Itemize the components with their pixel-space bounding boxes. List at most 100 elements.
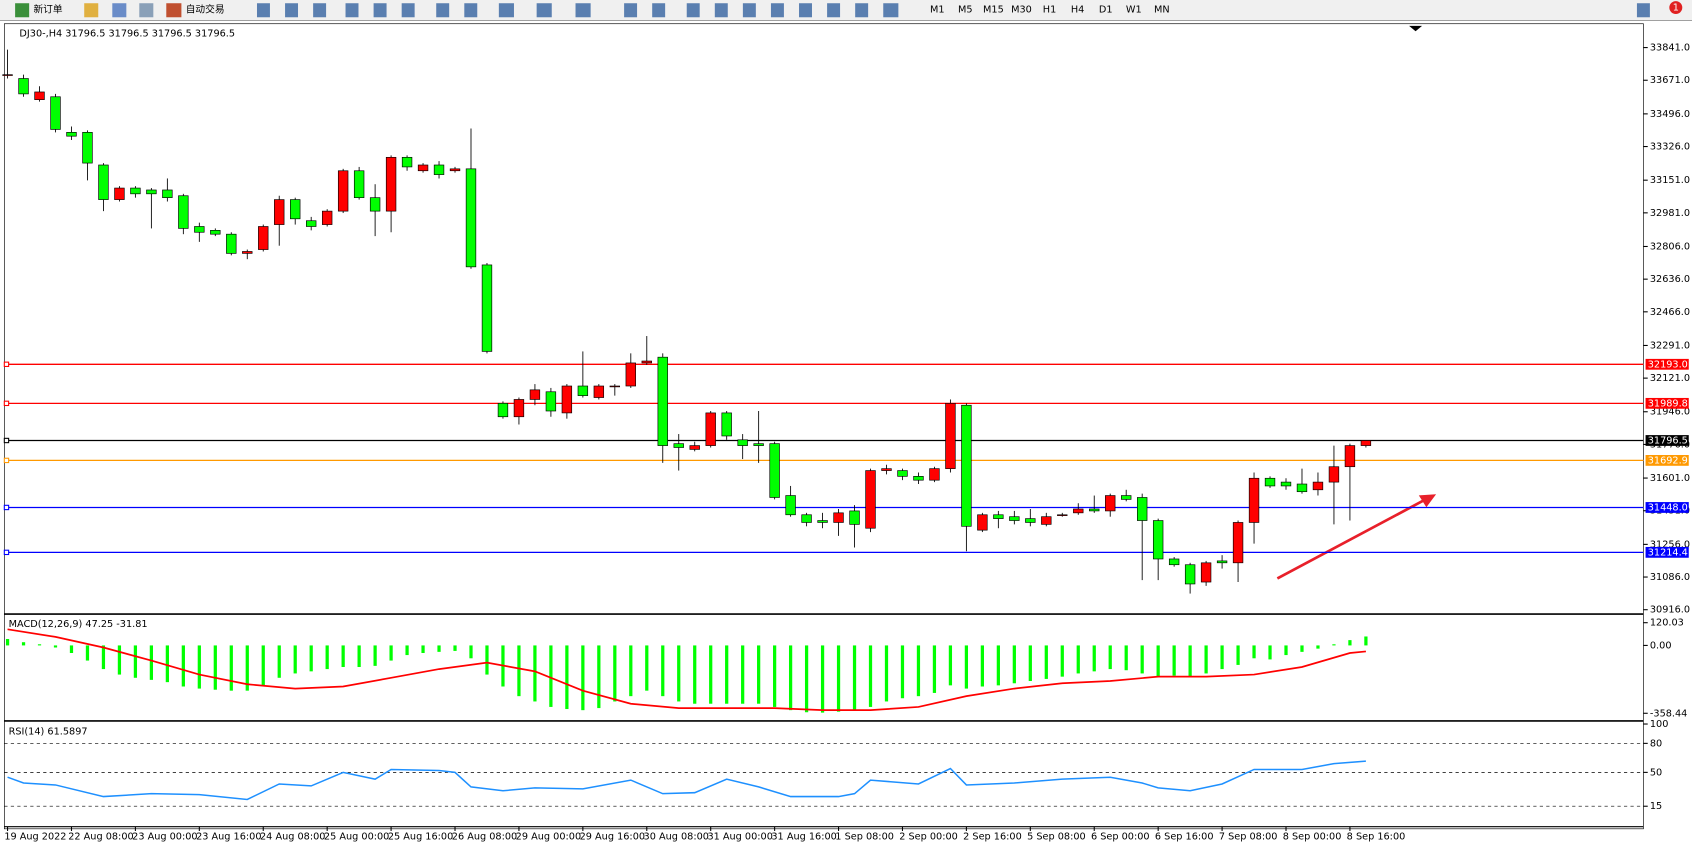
tool-icon[interactable] bbox=[313, 3, 327, 18]
level-label-box bbox=[1645, 358, 1689, 370]
y-tick-label: 30916.0 bbox=[1650, 605, 1690, 616]
toolbar-icons bbox=[256, 3, 1650, 18]
timeframe-button[interactable]: M1 bbox=[930, 5, 945, 16]
tool-icon[interactable] bbox=[536, 3, 552, 18]
timeframe-button[interactable]: MN bbox=[1154, 5, 1170, 16]
y-tick-label: 32466.0 bbox=[1650, 307, 1690, 318]
timeframe-button[interactable]: W1 bbox=[1126, 5, 1142, 16]
tool-icon[interactable] bbox=[112, 3, 127, 18]
tool-icon[interactable] bbox=[84, 3, 99, 18]
macd-bar bbox=[1236, 645, 1240, 665]
candle-body bbox=[529, 389, 541, 400]
macd-bar bbox=[421, 645, 425, 653]
y-tick-label: 120.03 bbox=[1650, 618, 1684, 629]
candle-body bbox=[242, 251, 253, 254]
tool-icon[interactable] bbox=[401, 3, 415, 18]
tool-icon[interactable] bbox=[256, 3, 270, 18]
candle-body bbox=[705, 412, 716, 446]
timeframe-button[interactable]: D1 bbox=[1099, 5, 1113, 16]
y-tick-label: 33151.0 bbox=[1650, 175, 1690, 186]
candle-body bbox=[226, 233, 237, 254]
x-tick-label: 2 Sep 00:00 bbox=[899, 831, 958, 842]
timeframe-button[interactable]: H4 bbox=[1071, 5, 1084, 16]
tool-icon[interactable] bbox=[139, 3, 154, 18]
auto-trading[interactable]: 自动交易 bbox=[186, 3, 225, 16]
macd-bar bbox=[741, 645, 745, 704]
macd-bar bbox=[261, 645, 265, 686]
y-tick-label: 32291.0 bbox=[1650, 340, 1690, 351]
tool-icon[interactable] bbox=[686, 3, 700, 18]
tool-icon[interactable] bbox=[498, 3, 514, 18]
y-tick-label: 32636.0 bbox=[1650, 274, 1690, 285]
candle-body bbox=[609, 385, 621, 388]
tool-icon[interactable] bbox=[742, 3, 756, 18]
macd-bar bbox=[1076, 645, 1080, 674]
y-tick-label: 50 bbox=[1650, 767, 1662, 778]
x-tick-label: 25 Aug 00:00 bbox=[324, 831, 389, 842]
tool-icon[interactable] bbox=[373, 3, 387, 18]
macd-bar bbox=[836, 645, 841, 712]
level-label: 31448.0 bbox=[1648, 502, 1688, 513]
macd-bar bbox=[629, 645, 633, 697]
candle-body bbox=[1344, 445, 1356, 468]
macd-bar bbox=[1316, 645, 1320, 649]
candle-body bbox=[689, 445, 700, 450]
macd-bar bbox=[1156, 645, 1160, 677]
macd-bar bbox=[213, 645, 217, 690]
y-tick-label: 100 bbox=[1650, 719, 1669, 730]
tool-icon[interactable] bbox=[855, 3, 869, 18]
tool-icon[interactable] bbox=[575, 3, 591, 18]
notification-badge[interactable] bbox=[1669, 1, 1683, 15]
y-tick-label: 31256.0 bbox=[1650, 539, 1690, 550]
candle-body bbox=[2, 74, 13, 76]
macd-bar bbox=[804, 645, 809, 713]
x-tick-label: 23 Aug 16:00 bbox=[196, 831, 261, 842]
candle-body bbox=[737, 439, 748, 446]
macd-bar bbox=[1204, 645, 1208, 674]
level-label: 32193.0 bbox=[1648, 359, 1688, 370]
tool-icon[interactable] bbox=[883, 3, 899, 18]
tool-icon[interactable] bbox=[770, 3, 784, 18]
macd-bar bbox=[852, 645, 857, 711]
tool-icon[interactable] bbox=[285, 3, 299, 18]
macd-bar bbox=[21, 642, 26, 646]
macd-bar bbox=[820, 645, 825, 713]
timeframe-button[interactable]: M30 bbox=[1011, 5, 1032, 16]
tool-icon[interactable] bbox=[799, 3, 812, 18]
tool-icon[interactable] bbox=[827, 3, 841, 18]
y-tick-label: 33671.0 bbox=[1650, 75, 1690, 86]
auto-trading-icon[interactable] bbox=[166, 3, 182, 18]
candle-body bbox=[337, 170, 349, 212]
timeframe-button[interactable]: M5 bbox=[958, 5, 973, 16]
macd-bar bbox=[69, 645, 74, 653]
macd-bar bbox=[245, 645, 249, 691]
macd-bar bbox=[996, 645, 1000, 686]
search-icon[interactable] bbox=[1636, 3, 1650, 18]
macd-bar bbox=[1220, 645, 1224, 670]
tool-icon[interactable] bbox=[436, 3, 450, 18]
macd-bar bbox=[788, 645, 793, 711]
candle-body bbox=[449, 168, 461, 172]
notification-count: 1 bbox=[1673, 3, 1679, 14]
tool-icon[interactable] bbox=[345, 3, 359, 18]
tool-icon[interactable] bbox=[624, 3, 638, 18]
x-tick-label: 8 Sep 16:00 bbox=[1347, 831, 1406, 842]
candle-body bbox=[1136, 497, 1148, 521]
y-tick-label: 31601.0 bbox=[1650, 473, 1690, 484]
macd-bar bbox=[693, 645, 697, 704]
tool-icon[interactable] bbox=[652, 3, 666, 18]
candle-body bbox=[657, 356, 668, 446]
timeframe-button[interactable]: H1 bbox=[1043, 5, 1056, 16]
new-order-icon[interactable] bbox=[15, 3, 30, 18]
candle-body bbox=[961, 404, 972, 527]
y-tick-label: 33326.0 bbox=[1650, 142, 1690, 153]
macd-bar bbox=[948, 645, 953, 686]
candle-body bbox=[353, 170, 365, 198]
x-tick-label: 7 Sep 08:00 bbox=[1219, 831, 1278, 842]
new-order[interactable]: 新订单 bbox=[33, 3, 62, 16]
macd-bar bbox=[932, 645, 937, 693]
tool-icon[interactable] bbox=[714, 3, 728, 18]
timeframe-button[interactable]: M15 bbox=[983, 5, 1004, 16]
tool-icon[interactable] bbox=[464, 3, 478, 18]
